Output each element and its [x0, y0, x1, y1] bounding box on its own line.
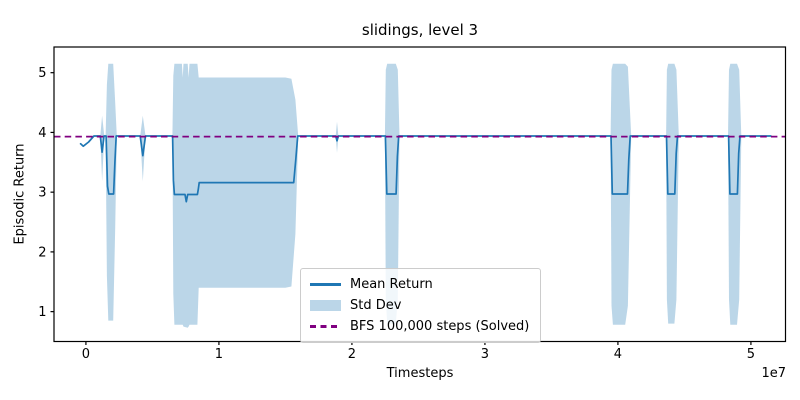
y-tick-label: 4 — [38, 126, 46, 141]
std-dev-band — [140, 115, 146, 182]
x-tick-label: 0 — [82, 347, 90, 362]
std-dev-band — [172, 63, 299, 328]
x-tick-label: 3 — [481, 347, 489, 362]
bfs-dashed-line-swatch — [310, 325, 341, 328]
legend-label-mean-return: Mean Return — [350, 277, 433, 292]
y-tick-label: 5 — [38, 66, 46, 81]
y-tick-label: 3 — [38, 186, 46, 201]
legend-item-mean-return: Mean Return — [310, 274, 529, 295]
legend-label-std-dev: Std Dev — [350, 298, 402, 313]
chart-title: slidings, level 3 — [361, 21, 479, 39]
mean-return-line — [79, 135, 772, 203]
legend-item-bfs-baseline: BFS 100,000 steps (Solved) — [310, 316, 529, 337]
x-tick-label: 5 — [747, 347, 755, 362]
std-dev-band — [105, 63, 117, 321]
y-tick-label: 2 — [38, 245, 46, 260]
x-axis-label: Timesteps — [386, 366, 454, 381]
legend-label-bfs-baseline: BFS 100,000 steps (Solved) — [350, 319, 530, 334]
mean-return-line-swatch — [310, 283, 341, 286]
x-tick-label: 1 — [215, 347, 223, 362]
std-dev-patch-swatch — [310, 300, 341, 311]
x-axis-offset-label: 1e7 — [761, 366, 786, 381]
x-tick-label: 4 — [614, 347, 622, 362]
x-tick-label: 2 — [348, 347, 356, 362]
y-axis-label: Episodic Return — [12, 143, 28, 245]
legend-item-std-dev: Std Dev — [310, 295, 529, 316]
legend: Mean Return Std Dev BFS 100,000 steps (S… — [300, 268, 542, 343]
y-tick-label: 1 — [38, 305, 46, 320]
